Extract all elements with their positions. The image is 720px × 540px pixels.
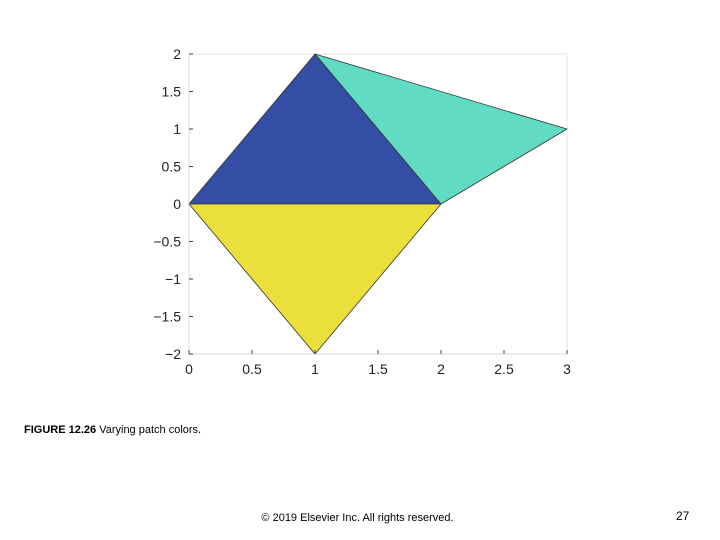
x-tick-label: 3 bbox=[563, 361, 571, 377]
patch-layer bbox=[188, 53, 568, 355]
y-tick-label: 1 bbox=[173, 121, 181, 137]
patch-2 bbox=[314, 53, 568, 205]
y-tick-label: −1.5 bbox=[153, 309, 181, 325]
figure-label: FIGURE 12.26 bbox=[24, 424, 97, 436]
figure-caption: FIGURE 12.26 Varying patch colors. bbox=[24, 424, 201, 436]
x-tick-label: 2.5 bbox=[494, 361, 514, 377]
figure-caption-text: Varying patch colors. bbox=[96, 424, 202, 436]
y-tick-label: 1.5 bbox=[162, 84, 182, 100]
y-tick-label: 0.5 bbox=[162, 159, 182, 175]
y-tick-label: −1 bbox=[165, 271, 181, 287]
x-tick-label: 1.5 bbox=[368, 361, 388, 377]
x-tick-label: 2 bbox=[437, 361, 445, 377]
y-tick-label: −2 bbox=[165, 346, 181, 362]
patch-3 bbox=[188, 203, 442, 355]
y-tick-label: 0 bbox=[173, 196, 181, 212]
x-tick-label: 0 bbox=[185, 361, 193, 377]
y-tick-label: −0.5 bbox=[153, 234, 181, 250]
x-tick-label: 0.5 bbox=[242, 361, 262, 377]
x-tick-label: 1 bbox=[311, 361, 319, 377]
y-tick-label: 2 bbox=[173, 46, 181, 62]
patch-chart: 0 0.5 1 1.5 2 2.5 3 2 1.5 1 0.5 0 −0.5 −1 −1.5 −2 bbox=[153, 46, 571, 377]
copyright-footer: © 2019 Elsevier Inc. All rights reserved… bbox=[261, 512, 454, 524]
page-number: 27 bbox=[676, 509, 690, 523]
tick-layer: 0 0.5 1 1.5 2 2.5 3 2 1.5 1 0.5 0 −0.5 −1 −1.5 −2 bbox=[153, 46, 571, 377]
